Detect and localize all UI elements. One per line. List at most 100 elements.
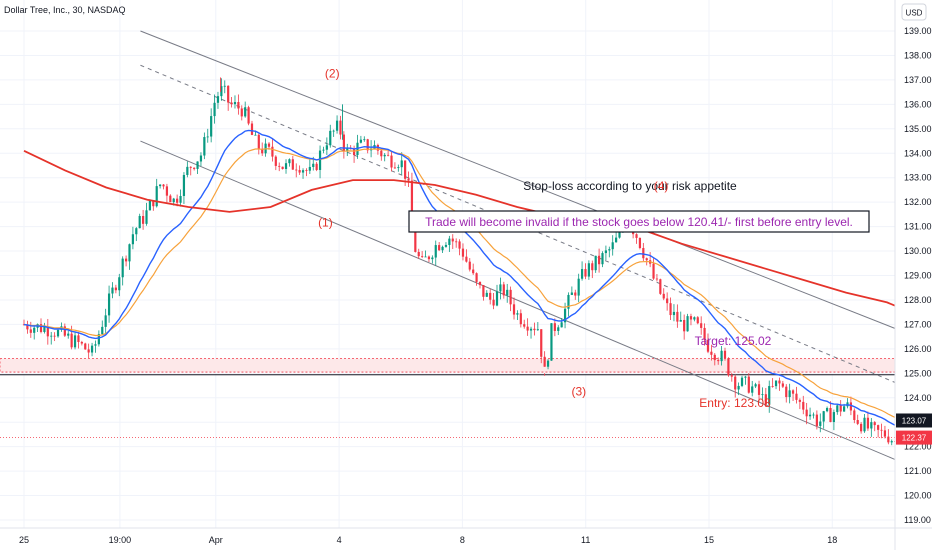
candle-body [441,246,444,251]
candle-body [301,170,305,173]
candle-body [570,292,573,295]
candle-body [363,139,366,141]
candle-body [56,329,60,337]
y-tick-label: 134.00 [904,148,932,158]
currency-label: USD [906,9,923,18]
candle-body [802,401,805,410]
candle-body [438,245,441,251]
candle-body [261,148,264,154]
candle-body [458,241,461,249]
candle-body [84,343,87,350]
candle-body [138,216,141,229]
candle-body [227,85,230,103]
candle-body [77,335,80,343]
candle-body [335,120,339,131]
candle-body [825,408,829,412]
y-tick-label: 119.00 [904,515,931,525]
candle-body [618,229,621,238]
candle-body [601,253,604,265]
candle-body [635,234,638,238]
candle-body [111,287,114,294]
candle-body [39,324,43,332]
candle-body [829,408,832,423]
candle-body [417,251,420,257]
candle-body [584,269,587,277]
candle-body [754,384,757,387]
y-tick-label: 126.00 [904,344,932,354]
candle-body [271,146,274,157]
candle-body [560,322,563,328]
candle-body [107,293,111,316]
candle-body [815,414,818,426]
candle-body [250,123,254,135]
candle-body [182,174,186,196]
candle-body [489,292,492,300]
candle-body [720,350,723,362]
wave-label: (3) [572,384,587,398]
candle-body [608,249,611,251]
candle-body [672,311,676,316]
candle-body [574,292,577,296]
invalid-note-box[interactable]: Trade will become invalid if the stock g… [408,210,870,233]
x-tick-label: 4 [337,535,342,545]
candle-body [795,393,798,400]
candle-body [543,356,546,367]
candle-body [533,328,536,331]
candle-body [679,319,682,322]
y-tick-label: 133.00 [904,173,932,183]
candle-body [723,350,727,359]
candle-body [172,198,175,203]
candle-body [700,323,703,328]
candle-body [295,169,298,171]
candle-body [145,210,148,224]
candle-body [472,269,475,274]
candle-body [822,411,825,422]
candle-body [468,261,471,270]
candle-body [332,130,335,132]
candle-body [526,326,529,331]
candle-body [877,425,880,430]
candle-body [451,238,454,242]
candle-body [591,263,594,271]
candle-body [645,258,648,261]
candle-body [179,195,182,203]
candle-body [492,299,495,306]
candle-body [516,313,519,315]
ma-orange-line [23,148,895,419]
candle-body [400,160,403,168]
candle-body [155,186,158,207]
candle-body [693,317,696,320]
candle-body [90,345,94,353]
currency-button[interactable]: USD [901,3,927,21]
candle-body [798,399,801,402]
candle-body [254,134,257,136]
candle-body [199,155,203,162]
candle-body [482,285,485,297]
candle-body [836,405,839,413]
candle-body [444,244,448,247]
candle-body [465,256,468,262]
candle-body [737,385,740,390]
candle-body [410,180,414,221]
invalid-note-text: Trade will become invalid if the stock g… [425,215,853,229]
candle-body [774,380,778,387]
candle-body [233,102,237,105]
candle-body [424,256,427,258]
candle-body [53,335,56,337]
candle-body [427,256,431,260]
candle-body [308,166,311,171]
candle-body [870,422,873,429]
candle-body [67,333,70,336]
y-tick-label: 132.00 [904,197,932,207]
candle-body [485,292,488,297]
candle-body [87,349,90,353]
candle-body [431,257,434,260]
candle-body [176,198,179,203]
candle-body [397,167,400,169]
candle-body [785,386,788,398]
candle-body [781,383,784,387]
candle-body [63,326,66,336]
candle-body [662,293,665,299]
